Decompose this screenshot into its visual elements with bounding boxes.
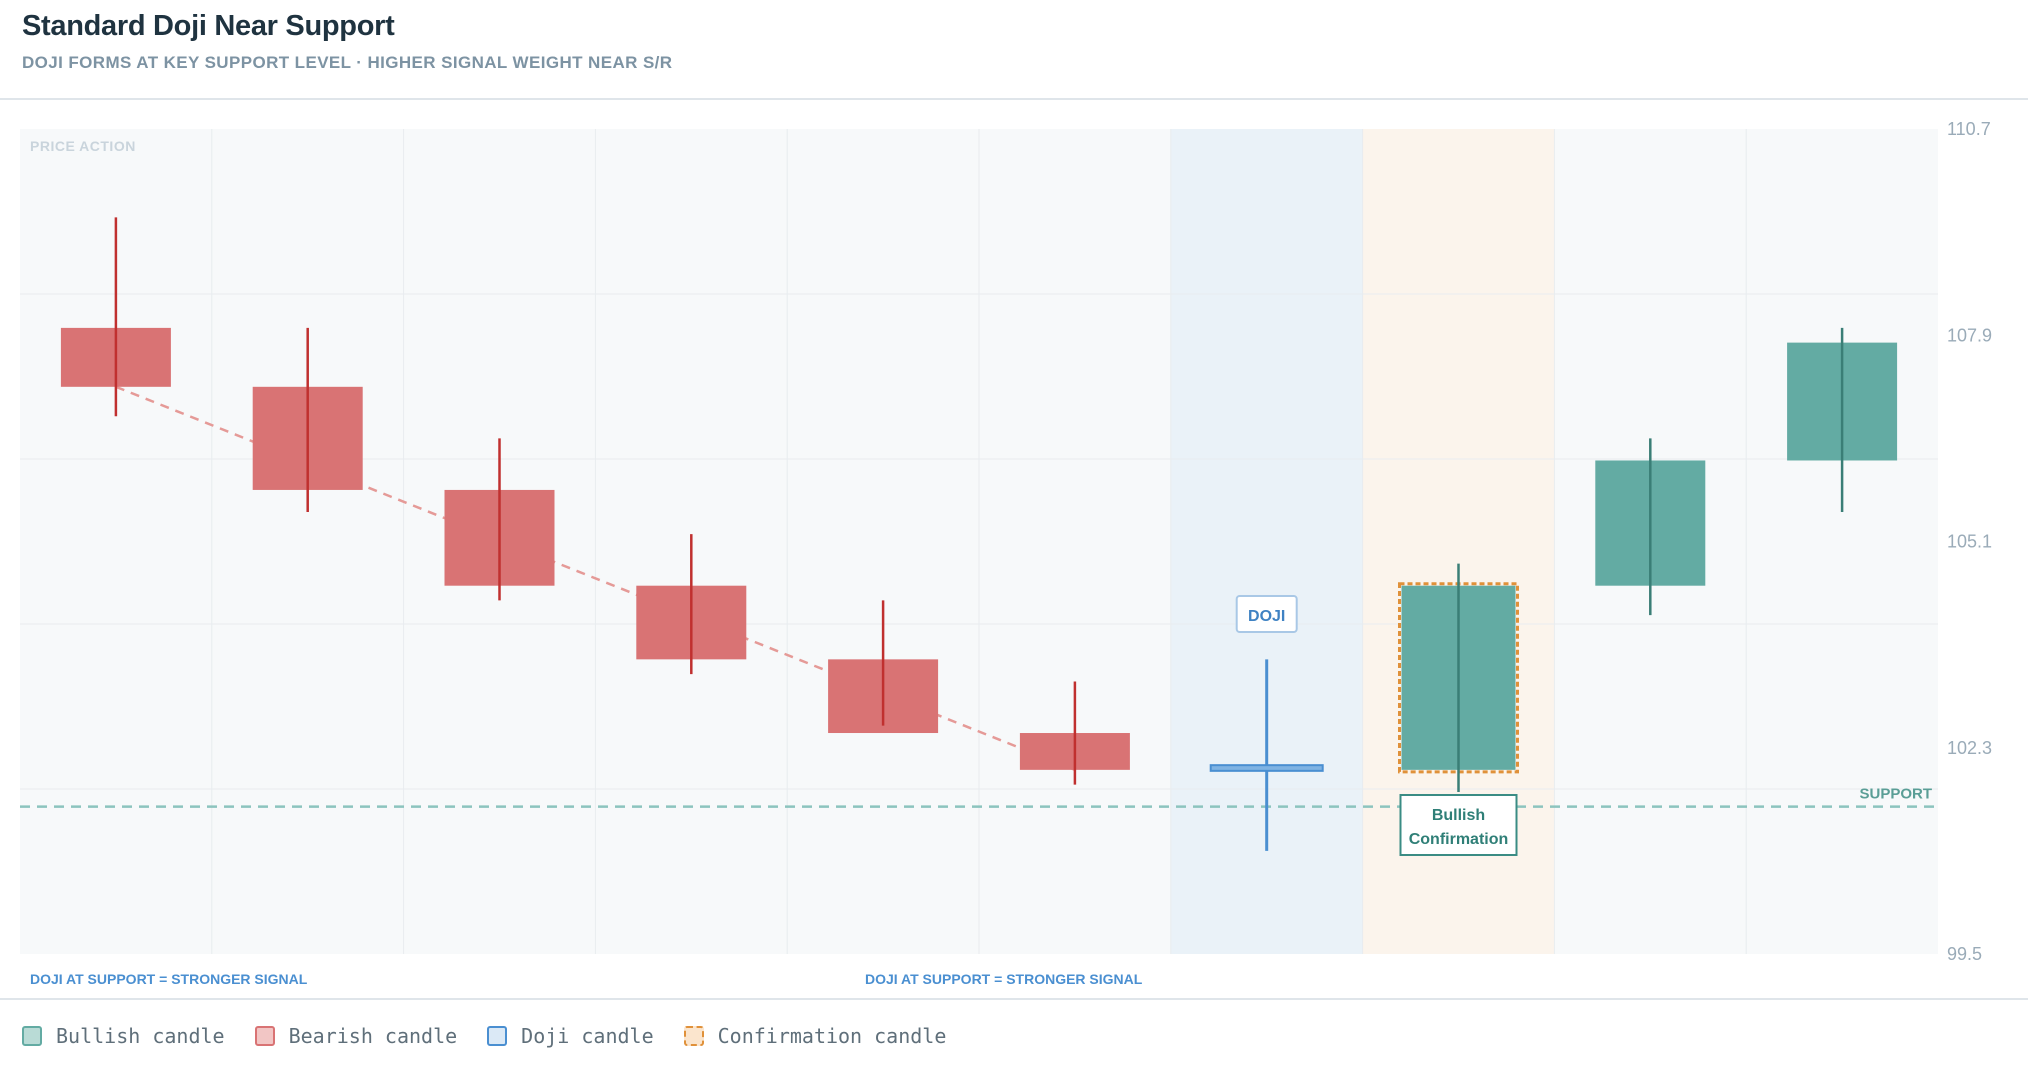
y-tick-label: 102.3 [1947,738,1992,758]
candlestick-chart: PRICE ACTION 110.7 107.9 105.1 102.3 99.5 SUPP… [20,119,1992,987]
y-tick-label: 107.9 [1947,325,1992,345]
y-tick-label: 99.5 [1947,944,1982,964]
legend-item-bearish: Bearish candle [254,1024,458,1048]
y-tick-label: 105.1 [1947,532,1992,552]
downtrend-line [115,385,1076,772]
legend-label-confirmation: Confirmation candle [717,1024,947,1048]
chart-header: Standard Doji Near Support DOJI FORMS AT… [0,0,2028,98]
legend-item-doji: Doji candle [487,1024,654,1048]
chart-title: Standard Doji Near Support [22,10,395,42]
legend-item-bullish: Bullish candle [22,1024,225,1048]
header-divider [0,98,2028,100]
legend-divider [0,998,2028,1000]
doji-swatch [487,1026,508,1046]
footnote-center: DOJI AT SUPPORT = STRONGER SIGNAL [865,971,1143,987]
doji-callout-label: DOJI [1248,608,1285,625]
confirmation-callout-line2: Confirmation [1409,831,1509,848]
legend-label-bearish: Bearish candle [288,1024,458,1048]
legend-item-confirmation: Confirmation candle [683,1024,947,1048]
chart-subtitle: DOJI FORMS AT KEY SUPPORT LEVEL · HIGHER… [22,53,673,72]
confirmation-callout-line1: Bullish [1432,807,1485,824]
bearish-swatch [254,1026,275,1046]
y-tick-label: 110.7 [1947,119,1991,139]
legend-label-bullish: Bullish candle [56,1024,225,1048]
legend-label-doji: Doji candle [521,1024,654,1048]
footnote-left: DOJI AT SUPPORT = STRONGER SIGNAL [30,971,308,987]
support-label: SUPPORT [1859,786,1932,803]
bullish-swatch [22,1026,42,1046]
doji-callout-box [1235,595,1298,633]
confirmation-swatch [683,1026,704,1046]
panel-label: PRICE ACTION [30,138,136,154]
legend: Bullish candle Bearish candle Doji candl… [22,1024,976,1048]
confirmation-callout-box [1399,794,1518,856]
doji-body [1209,764,1324,772]
